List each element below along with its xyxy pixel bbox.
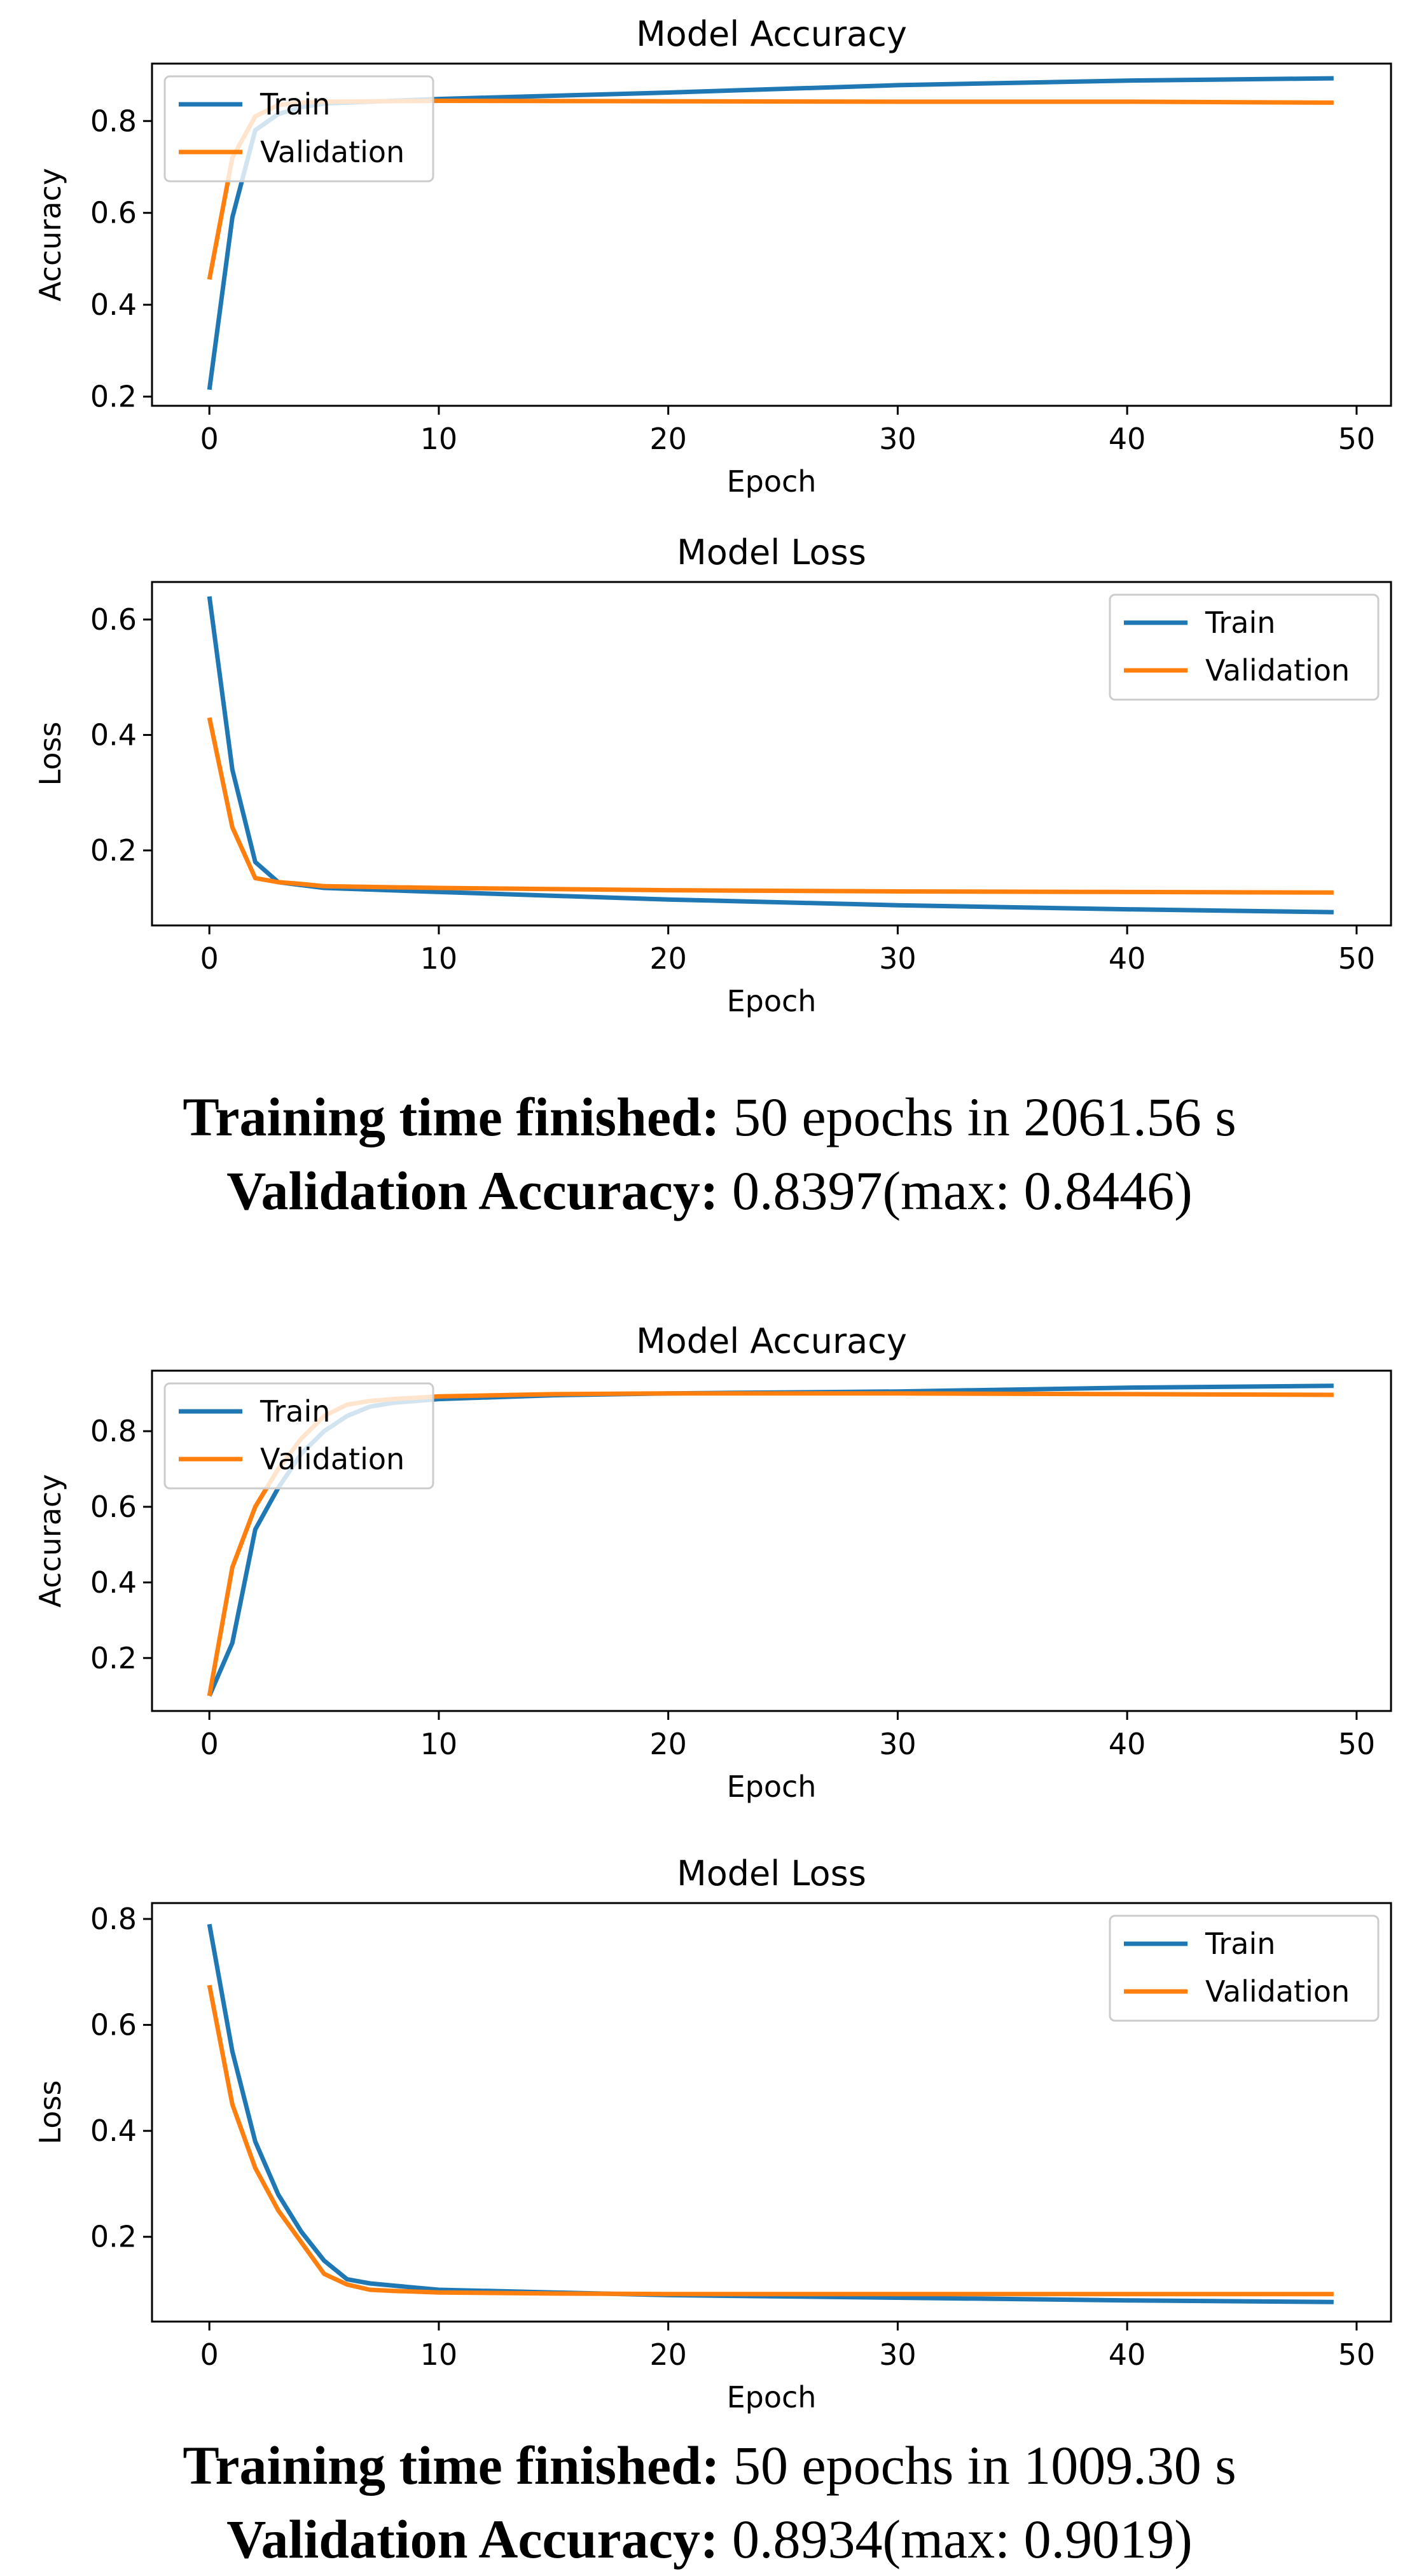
x-tick-label: 30 xyxy=(879,2337,917,2372)
legend-label-train: Train xyxy=(1205,1927,1275,1961)
legend-label-train: Train xyxy=(260,1394,330,1429)
caption-run1: Training time finished: 50 epochs in 206… xyxy=(0,1080,1419,1228)
series-line-validation xyxy=(207,1984,1334,2297)
x-tick-label: 40 xyxy=(1109,2337,1146,2372)
chart-svg: Model Accuracy 0 10 20 30 40 50 0.2 0.4 0.6 0.8 Epo… xyxy=(33,14,1392,499)
y-tick-label: 0.8 xyxy=(90,104,137,138)
legend: Train Validation xyxy=(1109,593,1380,701)
x-tick-label: 50 xyxy=(1338,422,1376,456)
chart-accuracy-run1: Model Accuracy 0 10 20 30 40 50 0.2 0.4 0.6 0.8 Epo… xyxy=(0,0,1419,534)
x-tick-label: 20 xyxy=(649,1727,687,1761)
y-tick-label: 0.2 xyxy=(90,380,137,414)
x-tick-label: 10 xyxy=(420,422,458,456)
x-axis-label: Epoch xyxy=(727,984,817,1018)
x-tick-label: 0 xyxy=(200,422,219,456)
x-tick-label: 20 xyxy=(649,422,687,456)
x-tick-label: 20 xyxy=(649,941,687,976)
legend-label-validation: Validation xyxy=(1205,653,1350,688)
x-tick-label: 50 xyxy=(1338,1727,1376,1761)
y-tick-label: 0.4 xyxy=(90,287,137,322)
series-line-validation xyxy=(207,717,1334,895)
caption-run2: Training time finished: 50 epochs in 100… xyxy=(0,2428,1419,2576)
chart-svg: Model Loss 0 10 20 30 40 50 0.2 0.4 0.6 0.8 Epoch Lo… xyxy=(33,1853,1392,2414)
y-axis-label: Accuracy xyxy=(33,1474,67,1607)
x-axis-label: Epoch xyxy=(727,464,817,499)
caption-accuracy-line: Validation Accuracy: 0.8397(max: 0.8446) xyxy=(0,1154,1419,1228)
x-tick-label: 30 xyxy=(879,1727,917,1761)
y-tick-label: 0.6 xyxy=(90,1490,137,1524)
x-tick-label: 30 xyxy=(879,422,917,456)
x-tick-label: 50 xyxy=(1338,941,1376,976)
x-tick-label: 30 xyxy=(879,941,917,976)
y-axis-label: Loss xyxy=(33,2081,67,2145)
x-tick-label: 0 xyxy=(200,1727,219,1761)
legend-label-validation: Validation xyxy=(1205,1974,1350,2009)
caption-time-label: Training time finished: xyxy=(183,1086,720,1147)
y-tick-label: 0.4 xyxy=(90,1565,137,1600)
chart-title: Model Accuracy xyxy=(636,1321,907,1361)
x-tick-label: 40 xyxy=(1109,941,1146,976)
x-tick-label: 40 xyxy=(1109,422,1146,456)
x-tick-label: 10 xyxy=(420,1727,458,1761)
caption-accuracy-line: Validation Accuracy: 0.8934(max: 0.9019) xyxy=(0,2502,1419,2576)
x-axis-label: Epoch xyxy=(727,2380,817,2414)
chart-accuracy-run2: Model Accuracy 0 10 20 30 40 50 0.2 0.4 0.6 0.8 Epo… xyxy=(0,1298,1419,1832)
caption-time-line: Training time finished: 50 epochs in 100… xyxy=(0,2428,1419,2502)
plot-area xyxy=(207,1923,1334,2304)
caption-time-label: Training time finished: xyxy=(183,2435,720,2496)
legend-label-validation: Validation xyxy=(260,135,405,169)
legend-label-train: Train xyxy=(260,87,330,121)
y-tick-label: 0.2 xyxy=(90,833,137,868)
caption-accuracy-value: 0.8397(max: 0.8446) xyxy=(731,1160,1193,1221)
axes-frame xyxy=(151,1902,1392,2323)
y-axis-label: Loss xyxy=(33,722,67,786)
chart-loss-run1: Model Loss 0 10 20 30 40 50 0.2 0.4 0.6 Epoch Loss T… xyxy=(0,534,1419,1069)
y-tick-label: 0.4 xyxy=(90,718,137,752)
axes-frame xyxy=(151,1369,1392,1712)
y-tick-label: 0.8 xyxy=(90,1902,137,1936)
x-tick-label: 40 xyxy=(1109,1727,1146,1761)
x-tick-label: 50 xyxy=(1338,2337,1376,2372)
y-tick-label: 0.6 xyxy=(90,2008,137,2042)
chart-title: Model Loss xyxy=(677,1853,866,1894)
y-axis-label: Accuracy xyxy=(33,168,67,301)
caption-time-value: 50 epochs in 1009.30 s xyxy=(733,2435,1236,2496)
chart-loss-run2: Model Loss 0 10 20 30 40 50 0.2 0.4 0.6 0.8 Epoch Lo… xyxy=(0,1832,1419,2430)
caption-time-line: Training time finished: 50 epochs in 206… xyxy=(0,1080,1419,1154)
plot-area xyxy=(207,596,1334,915)
legend: Train Validation xyxy=(163,75,434,183)
y-tick-label: 0.4 xyxy=(90,2114,137,2148)
series-line-train xyxy=(207,1923,1334,2304)
legend-label-train: Train xyxy=(1205,606,1275,640)
axes-frame xyxy=(151,62,1392,407)
chart-svg: Model Accuracy 0 10 20 30 40 50 0.2 0.4 0.6 0.8 Epo… xyxy=(33,1321,1392,1804)
x-axis-label: Epoch xyxy=(727,1769,817,1804)
chart-svg: Model Loss 0 10 20 30 40 50 0.2 0.4 0.6 Epoch Loss T… xyxy=(33,534,1392,1018)
y-tick-label: 0.2 xyxy=(90,2220,137,2254)
x-tick-label: 10 xyxy=(420,941,458,976)
axes-frame xyxy=(151,581,1392,927)
x-tick-label: 10 xyxy=(420,2337,458,2372)
legend: Train Validation xyxy=(163,1382,434,1490)
caption-accuracy-label: Validation Accuracy: xyxy=(226,1160,719,1221)
caption-time-value: 50 epochs in 2061.56 s xyxy=(733,1086,1236,1147)
x-tick-label: 0 xyxy=(200,2337,219,2372)
x-tick-label: 0 xyxy=(200,941,219,976)
legend-label-validation: Validation xyxy=(260,1442,405,1476)
chart-title: Model Loss xyxy=(677,534,866,572)
caption-accuracy-label: Validation Accuracy: xyxy=(226,2509,719,2570)
y-tick-label: 0.2 xyxy=(90,1641,137,1675)
y-tick-label: 0.6 xyxy=(90,602,137,637)
caption-accuracy-value: 0.8934(max: 0.9019) xyxy=(731,2509,1193,2570)
y-tick-label: 0.6 xyxy=(90,196,137,230)
y-tick-label: 0.8 xyxy=(90,1414,137,1448)
legend: Train Validation xyxy=(1109,1915,1380,2022)
x-tick-label: 20 xyxy=(649,2337,687,2372)
chart-title: Model Accuracy xyxy=(636,14,907,54)
